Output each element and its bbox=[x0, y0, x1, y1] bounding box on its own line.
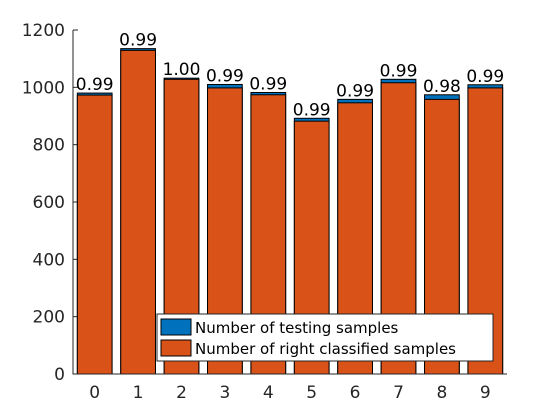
y-axis-ticks: 0 200 400 600 800 1000 1200 bbox=[22, 21, 78, 385]
x-tick-label: 3 bbox=[219, 383, 230, 403]
data-labels: 0.990.991.00 0.99 0.990.990.990.990.980.99 bbox=[76, 31, 504, 121]
x-tick-label: 6 bbox=[350, 383, 361, 403]
x-tick-label: 1 bbox=[133, 383, 144, 403]
data-label: 0.99 bbox=[76, 75, 114, 95]
x-axis-ticks: 0 1 2 3 4 5 6 7 8 9 bbox=[89, 369, 491, 403]
data-label: 0.99 bbox=[293, 100, 331, 120]
legend-swatch-right-classified bbox=[160, 339, 192, 357]
data-label: 0.99 bbox=[206, 66, 244, 86]
axis-lines bbox=[72, 30, 507, 375]
data-label: 0.99 bbox=[466, 67, 504, 87]
data-label: 0.99 bbox=[249, 74, 287, 94]
data-label: 0.99 bbox=[119, 31, 157, 51]
legend-swatch-testing bbox=[160, 318, 192, 336]
bar-right-classified bbox=[120, 49, 156, 375]
y-tick-label: 400 bbox=[33, 250, 65, 270]
x-tick-label: 8 bbox=[436, 383, 447, 403]
data-label: 0.98 bbox=[423, 77, 461, 97]
x-tick-label: 2 bbox=[176, 383, 187, 403]
x-tick-label: 4 bbox=[263, 383, 274, 403]
data-label: 1.00 bbox=[163, 60, 201, 80]
legend-label-right-classified: Number of right classified samples bbox=[195, 340, 456, 358]
legend-box bbox=[156, 313, 494, 362]
y-tick-label: 600 bbox=[33, 193, 65, 213]
y-tick-label: 1200 bbox=[22, 21, 65, 41]
data-label: 0.99 bbox=[336, 81, 374, 101]
y-tick-label: 800 bbox=[33, 136, 65, 156]
x-tick-label: 9 bbox=[480, 383, 491, 403]
x-tick-label: 7 bbox=[393, 383, 404, 403]
data-label: 0.99 bbox=[380, 61, 418, 81]
legend: Number of testing samples Number of righ… bbox=[156, 313, 494, 362]
y-tick-label: 200 bbox=[33, 308, 65, 328]
y-tick-label: 0 bbox=[54, 365, 65, 385]
x-tick-label: 5 bbox=[306, 383, 317, 403]
y-tick-label: 1000 bbox=[22, 78, 65, 98]
legend-label-testing: Number of testing samples bbox=[195, 319, 399, 337]
bar-right-classified bbox=[76, 94, 113, 375]
x-tick-label: 0 bbox=[89, 383, 100, 403]
